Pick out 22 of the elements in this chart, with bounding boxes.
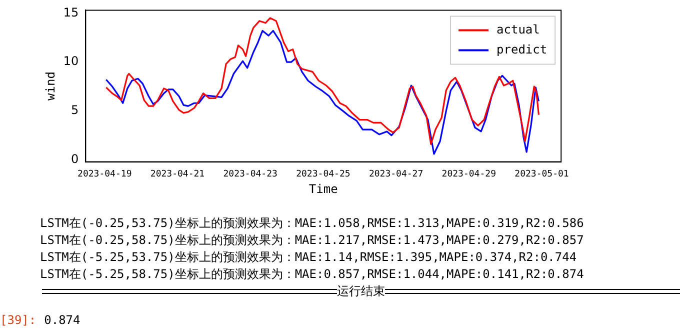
y-axis-title: wind [43, 72, 58, 100]
x-tick-label: 2023-04-23 [223, 170, 278, 180]
x-tick-label: 2023-04-25 [296, 170, 350, 180]
x-tick-label: 2023-04-21 [150, 170, 205, 180]
y-tick-label: 5 [71, 103, 79, 118]
legend-label: predict [496, 42, 548, 56]
x-axis-title: Time [308, 182, 338, 196]
x-tick-label: 2023-04-19 [78, 170, 132, 180]
text: [39]: [0, 313, 36, 327]
text: 运行结束 [337, 283, 385, 300]
y-tick-label: 0 [71, 152, 79, 166]
x-tick-label: 2023-05-01 [514, 170, 569, 180]
text: LSTM在(-0.25,53.75)坐标上的预测效果为：MAE:1.058,RMSE:1.313,MAPE:0.319,R2:0.586 [40, 215, 584, 232]
y-tick-label: 10 [63, 54, 79, 68]
x-tick-label: 2023-04-27 [368, 170, 424, 180]
y-tick-label: 15 [63, 5, 79, 20]
text: LSTM在(-5.25,58.75)坐标上的预测效果为：MAE:0.857,RMSE:1.044,MAPE:0.141,R2:0.874 [40, 266, 584, 283]
x-tick-label: 2023-04-29 [442, 170, 496, 180]
text: 0.874 [44, 313, 80, 327]
legend-label: actual [496, 22, 540, 36]
text: LSTM在(-5.25,53.75)坐标上的预测效果为：MAE:1.14,RMSE:1.395,MAPE:0.374,R2:0.744 [40, 249, 578, 266]
text: LSTM在(-0.25,58.75)坐标上的预测效果为：MAE:1.217,RMSE:1.473,MAPE:0.279,R2:0.857 [40, 232, 584, 249]
